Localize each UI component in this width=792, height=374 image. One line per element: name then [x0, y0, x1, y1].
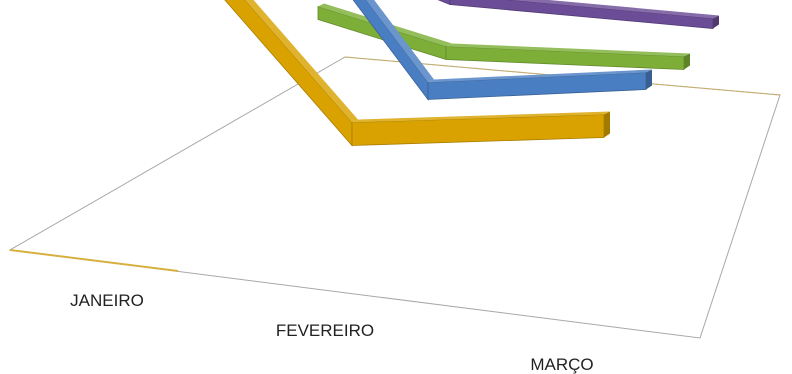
series-1-segment-1-top	[244, 0, 358, 123]
series-ribbon-1	[224, 0, 610, 147]
series-3-segment-2-top	[446, 43, 690, 57]
floor-front-edge-accent	[9, 249, 179, 272]
series-4-segment-1	[437, 0, 451, 6]
x-axis-labels: JANEIRO FEVEREIRO MARÇO	[70, 291, 593, 374]
series-2-segment-1-top	[365, 0, 434, 83]
series-ribbon-2	[352, 0, 652, 101]
x-tick-label: FEVEREIRO	[276, 321, 374, 340]
x-tick-label: MARÇO	[530, 355, 593, 374]
chart-series	[224, 0, 719, 147]
series-3-end-cap	[684, 53, 690, 70]
series-ribbon-4	[437, 0, 719, 29]
series-1-segment-2-top	[352, 111, 610, 123]
series-1-end-cap	[604, 111, 610, 138]
series-4-segment-2-top	[510, 0, 719, 19]
series-4-end-cap	[713, 15, 719, 29]
series-2-segment-2-top	[428, 69, 652, 83]
x-tick-label: JANEIRO	[70, 291, 144, 310]
series-2-end-cap	[646, 69, 652, 90]
